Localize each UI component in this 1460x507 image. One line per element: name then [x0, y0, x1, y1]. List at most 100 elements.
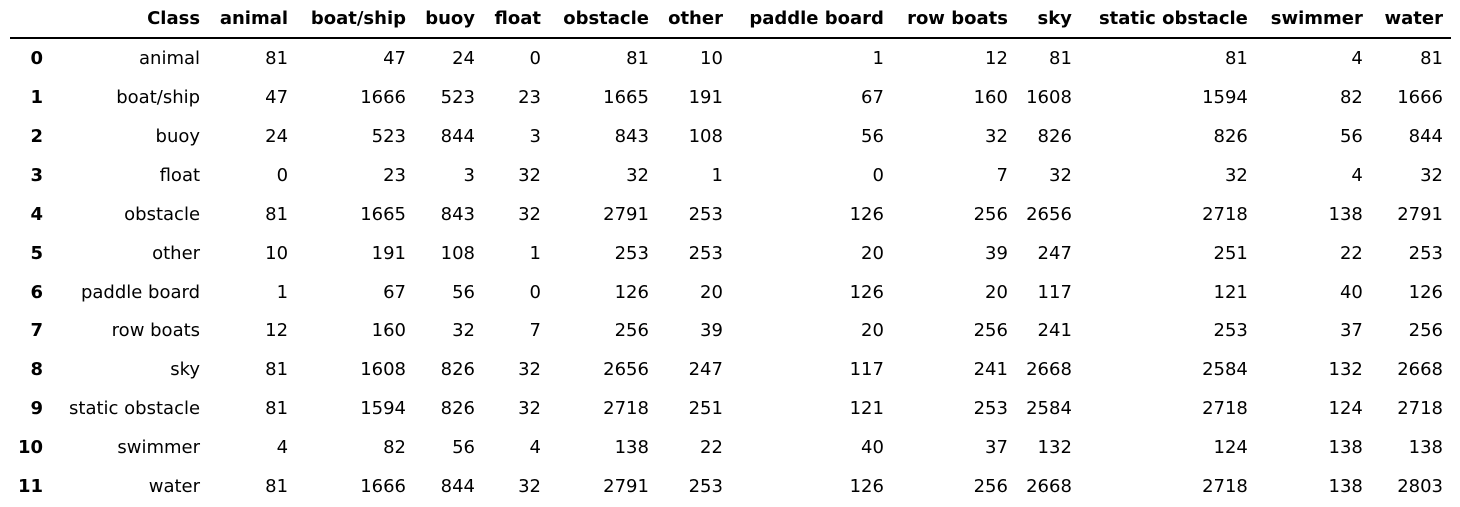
table-cell: 0 [529, 281, 541, 303]
table-cell: 108 [688, 125, 723, 147]
table-cell: 0 [872, 164, 884, 186]
table-cell: 3 [463, 164, 475, 186]
table-cell: 4 [1351, 164, 1363, 186]
table-row: 11 water 81 1666 844 32 2791 253 126 256 2668 2718 1… [10, 468, 1451, 507]
table-cell: 20 [985, 281, 1008, 303]
row-index: 6 [30, 281, 44, 303]
table-cell: 32 [1224, 164, 1248, 186]
row-class-label: float [159, 164, 201, 186]
table-cell: 32 [452, 320, 475, 342]
table-row: 3 float 0 23 3 32 32 1 0 7 32 32 4 32 [10, 157, 1451, 196]
table-row: 0 animal 81 47 24 0 81 10 1 12 81 81 4 81 [10, 38, 1451, 79]
table-cell: 2791 [603, 203, 649, 225]
table-cell: 253 [973, 398, 1008, 420]
table-cell: 81 [1049, 48, 1072, 69]
table-cell: 1608 [360, 359, 407, 381]
table-cell: 2718 [1202, 203, 1248, 225]
table-cell: 138 [1328, 437, 1363, 459]
table-cell: 160 [371, 320, 407, 342]
table-cell: 253 [1213, 320, 1248, 342]
table-cell: 256 [614, 320, 649, 342]
table-cell: 844 [440, 476, 475, 498]
table-cell: 160 [973, 87, 1008, 108]
table-cell: 10 [700, 48, 723, 69]
header-cell-float: float [483, 0, 549, 39]
table-cell: 2718 [603, 398, 649, 420]
table-cell: 826 [1213, 125, 1248, 147]
row-index: 0 [30, 48, 44, 69]
table-cell: 24 [452, 48, 475, 69]
table-cell: 81 [265, 203, 289, 225]
table-cell: 256 [973, 476, 1008, 498]
table-cell: 251 [688, 398, 723, 420]
header-cell-water: water [1370, 0, 1451, 39]
table-cell: 132 [1328, 359, 1363, 381]
row-index: 9 [30, 398, 44, 420]
row-class-label: swimmer [117, 437, 201, 459]
table-cell: 2656 [603, 359, 649, 381]
table-header-row: Class animal boat/ship buoy float obstacle oth… [10, 0, 1451, 39]
table-cell: 1608 [1026, 87, 1072, 108]
table-cell: 126 [849, 281, 884, 303]
table-cell: 523 [440, 87, 475, 108]
table-cell: 251 [1213, 242, 1248, 264]
table-cell: 1665 [603, 87, 649, 108]
table-cell: 126 [849, 476, 884, 498]
table-row: 1 boat/ship 47 1666 523 23 1665 191 67 160 1608 159… [10, 79, 1451, 118]
header-cell-paddle-board: paddle board [730, 0, 892, 39]
table-cell: 253 [614, 242, 649, 264]
row-index: 3 [30, 164, 44, 186]
table-cell: 39 [700, 320, 723, 342]
table-cell: 523 [371, 125, 407, 147]
row-index: 11 [18, 476, 44, 498]
table-cell: 32 [518, 164, 541, 186]
table-cell: 47 [265, 87, 289, 108]
table-cell: 256 [1408, 320, 1443, 342]
table-row: 9 static obstacle 81 1594 826 32 2718 251 121 253… [10, 390, 1451, 429]
table-cell: 247 [688, 359, 723, 381]
table-cell: 0 [529, 48, 541, 69]
table-cell: 2718 [1202, 398, 1248, 420]
row-index: 7 [30, 320, 44, 342]
table-cell: 191 [688, 87, 723, 108]
table-cell: 117 [849, 359, 884, 381]
table-cell: 23 [383, 164, 407, 186]
table-row: 4 obstacle 81 1665 843 32 2791 253 126 256 2656 271… [10, 196, 1451, 235]
table-cell: 1594 [360, 398, 407, 420]
table-row: 2 buoy 24 523 844 3 843 108 56 32 826 826 56 844 [10, 118, 1451, 157]
table-cell: 81 [265, 398, 289, 420]
table-cell: 117 [1037, 281, 1072, 303]
table-cell: 1666 [1397, 87, 1443, 108]
header-cell-other: other [656, 0, 731, 39]
table-row: 6 paddle board 1 67 56 0 126 20 126 20 117 121 40 126 [10, 274, 1451, 313]
table-cell: 32 [518, 203, 541, 225]
row-index: 1 [30, 87, 44, 108]
table-cell: 126 [1408, 281, 1443, 303]
table-cell: 826 [440, 398, 475, 420]
table-cell: 2791 [603, 476, 649, 498]
table-cell: 241 [1037, 320, 1072, 342]
header-cell-buoy: buoy [414, 0, 483, 39]
row-class-label: buoy [155, 125, 201, 147]
table-cell: 22 [1339, 242, 1363, 264]
table-cell: 241 [973, 359, 1008, 381]
row-index: 5 [30, 242, 44, 264]
table-cell: 32 [1049, 164, 1072, 186]
table-cell: 56 [1339, 125, 1363, 147]
row-index: 8 [30, 359, 44, 381]
table-row: 5 other 10 191 108 1 253 253 20 39 247 251 22 253 [10, 235, 1451, 274]
class-cooccurrence-table: Class animal boat/ship buoy float obstacle oth… [10, 0, 1451, 507]
table-cell: 124 [1213, 437, 1248, 459]
row-class-label: water [148, 476, 201, 498]
table-cell: 32 [518, 398, 541, 420]
table-cell: 23 [518, 87, 541, 108]
table-cell: 4 [1351, 48, 1363, 69]
table-cell: 2584 [1026, 398, 1072, 420]
table-cell: 256 [973, 203, 1008, 225]
table-cell: 2668 [1026, 359, 1072, 381]
table-cell: 22 [700, 437, 723, 459]
table-body: 0 animal 81 47 24 0 81 10 1 12 81 81 4 81 1 boat/ship 47… [10, 38, 1451, 507]
table-cell: 2668 [1026, 476, 1072, 498]
table-cell: 32 [985, 125, 1008, 147]
table-row: 8 sky 81 1608 826 32 2656 247 117 241 2668 2584 132 2… [10, 351, 1451, 390]
